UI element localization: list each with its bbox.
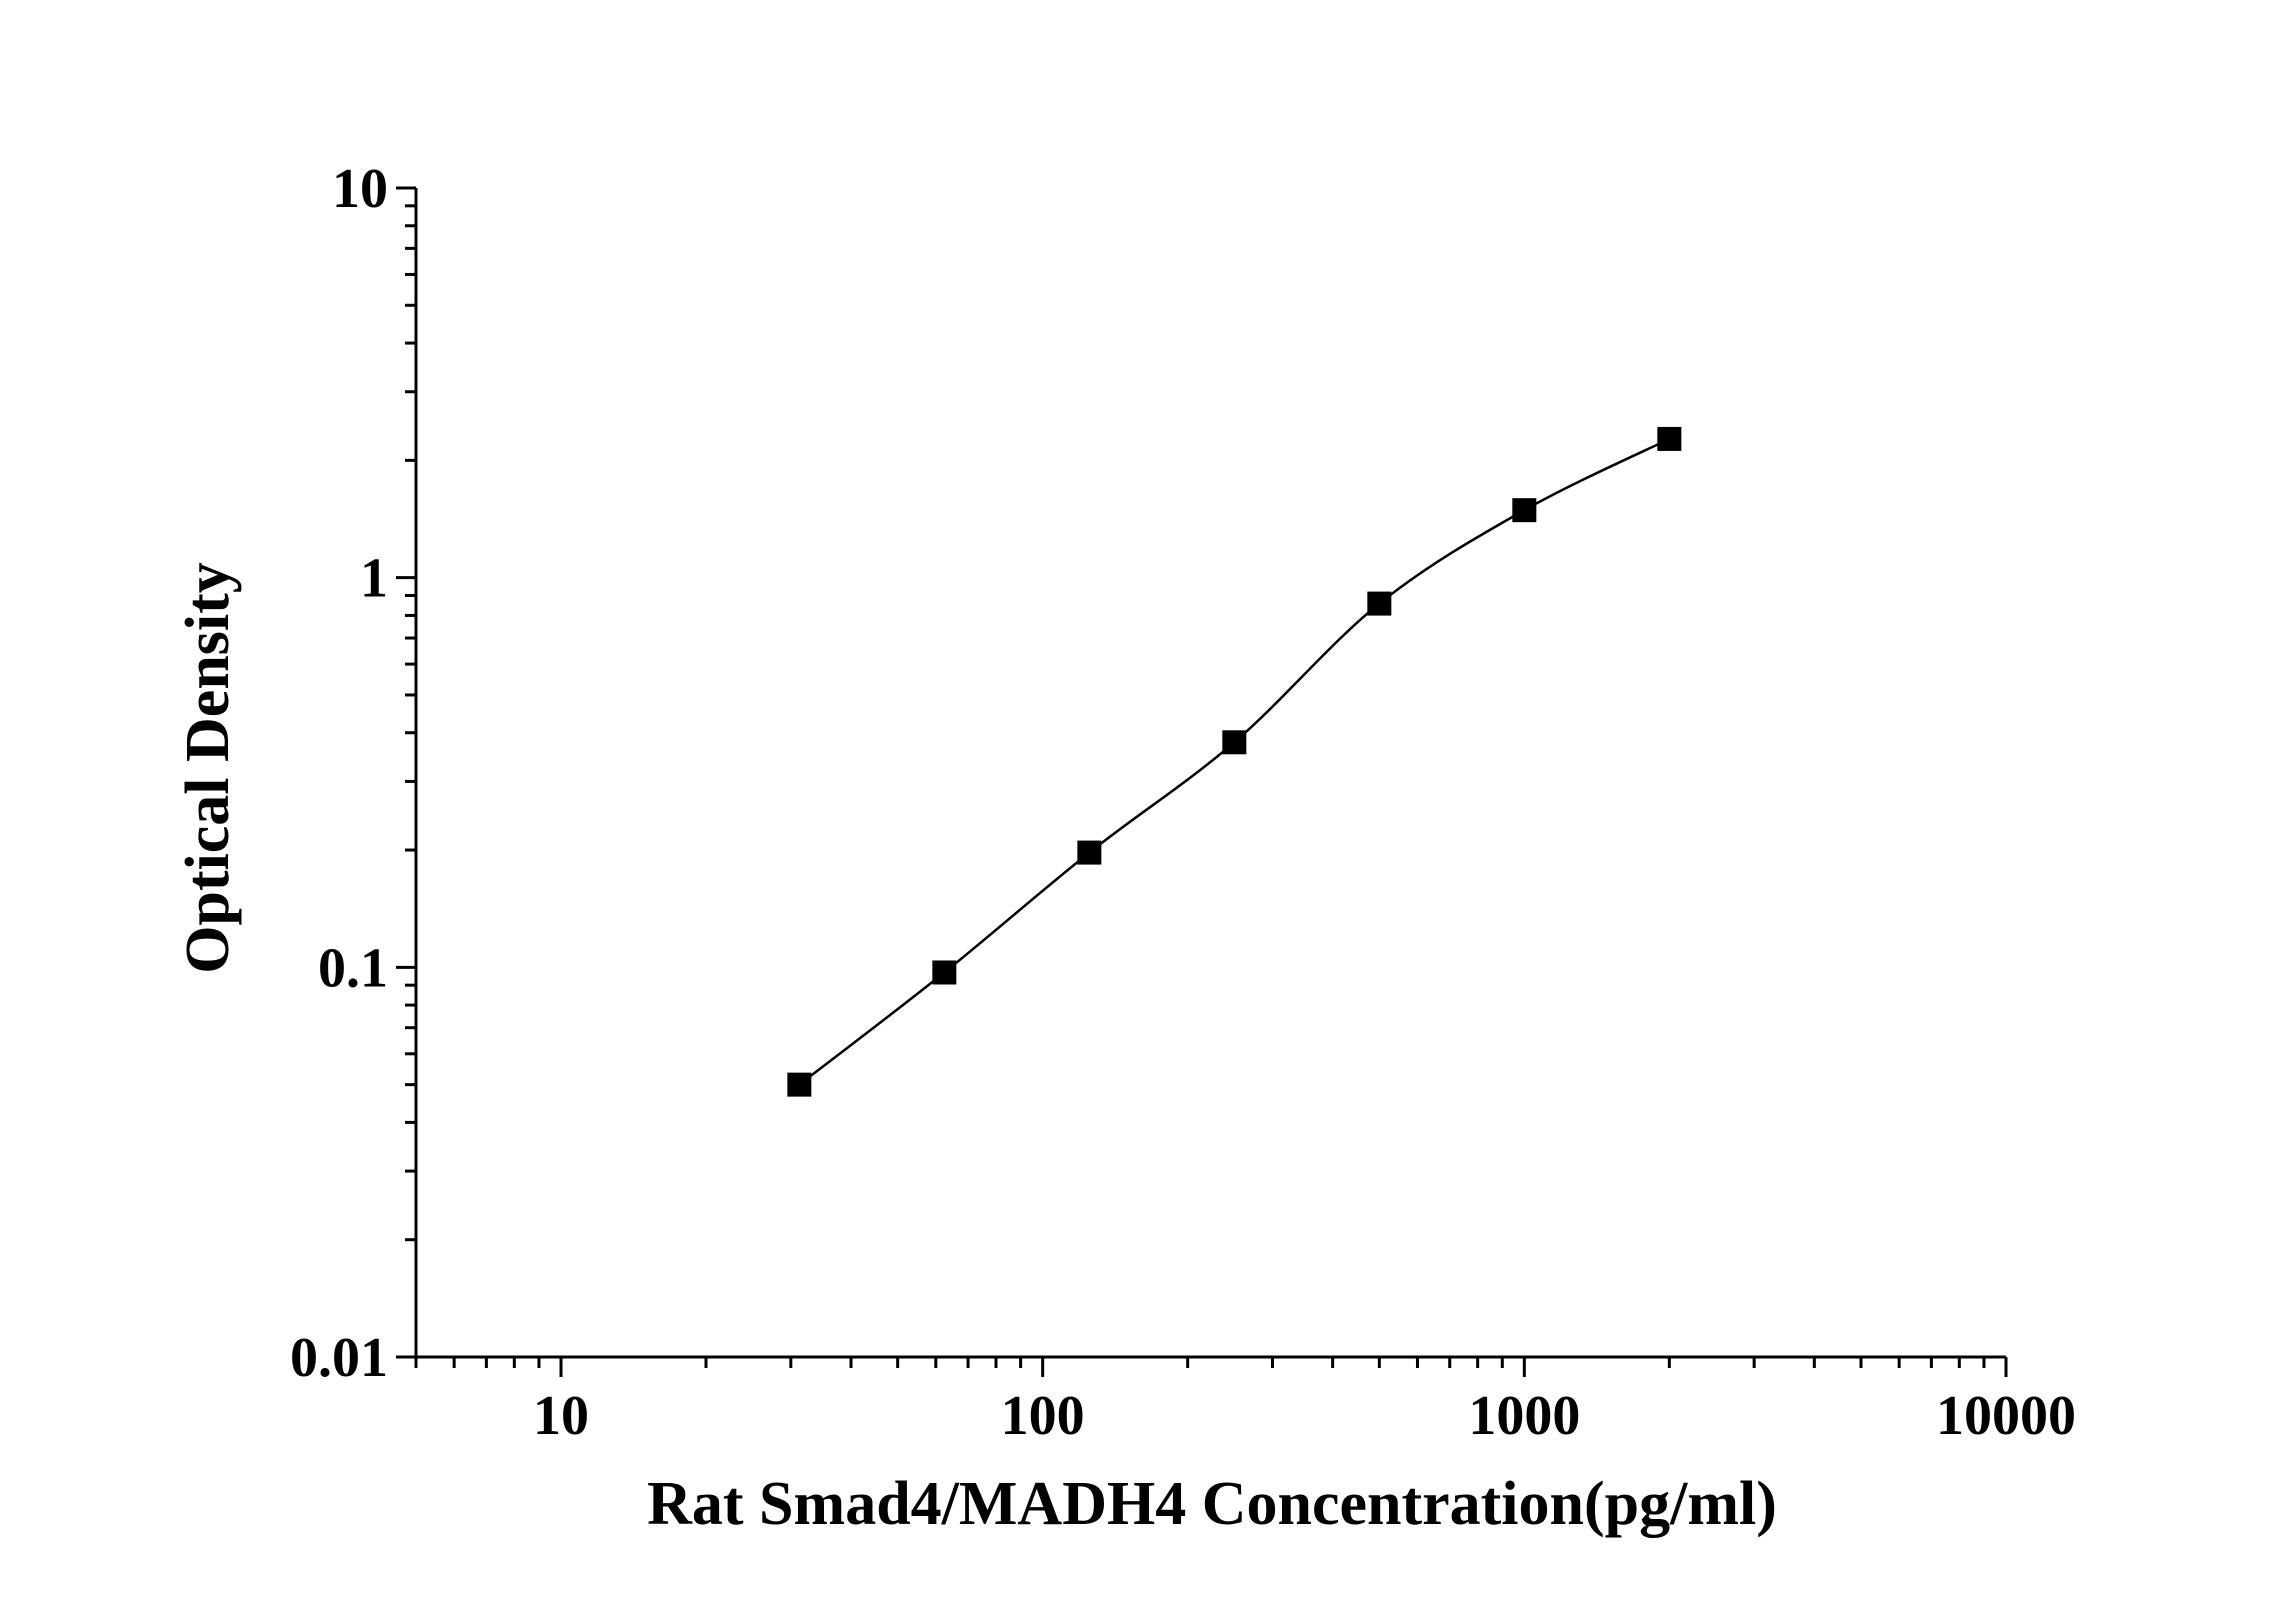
data-point-marker <box>1222 730 1247 755</box>
y-tick-label: 0.01 <box>290 1327 388 1389</box>
fit-curve-layer <box>798 437 1670 1086</box>
y-tick-label: 10 <box>332 158 388 220</box>
data-point-marker <box>1512 498 1537 523</box>
data-point-marker <box>1367 591 1392 616</box>
y-axis-title: Optical Density <box>174 562 242 974</box>
x-tick-label: 10000 <box>1936 1385 2076 1447</box>
x-tick-label: 10 <box>533 1385 589 1447</box>
y-tick-label: 1 <box>360 548 388 610</box>
x-axis-title: Rat Smad4/MADH4 Concentration(pg/ml) <box>647 1470 1777 1538</box>
y-tick-label: 0.1 <box>318 937 388 999</box>
data-point-marker <box>932 960 957 985</box>
data-markers <box>787 426 1682 1097</box>
x-tick-label: 1000 <box>1468 1385 1580 1447</box>
data-point-marker <box>787 1072 812 1097</box>
data-point-marker <box>1077 840 1102 865</box>
axes: 10 100 1000 10000 0.01 0.1 1 10 <box>290 158 2076 1447</box>
x-tick-label: 100 <box>1001 1385 1085 1447</box>
data-point-marker <box>1657 426 1682 451</box>
fit-curve <box>798 437 1670 1086</box>
